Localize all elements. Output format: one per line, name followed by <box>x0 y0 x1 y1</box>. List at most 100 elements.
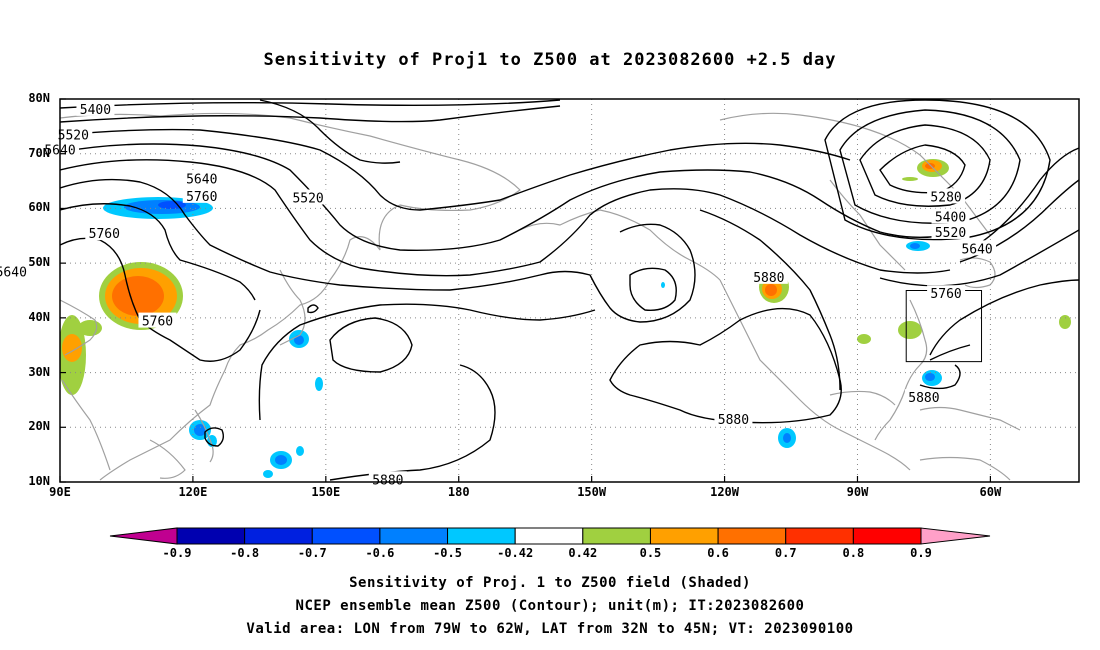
contour-label-bg <box>138 312 177 328</box>
lon-label: 120W <box>710 485 740 499</box>
contour-line <box>609 307 842 424</box>
contour-line <box>839 109 1021 224</box>
negative-sensitivity-blob <box>925 373 935 381</box>
contour-label: 5760 <box>142 315 173 330</box>
contour-label: 5760 <box>930 287 961 302</box>
colorbar-box <box>311 527 381 545</box>
sensitivity-shading <box>60 159 1071 478</box>
colorbar-label: 0.5 <box>639 546 662 560</box>
contour-label-bg <box>904 389 943 405</box>
contour-label: 5400 <box>80 103 111 118</box>
negative-sensitivity-blob <box>158 201 186 209</box>
colorbar-label: -0.5 <box>433 546 462 560</box>
contour-label: 5880 <box>718 413 749 428</box>
colorbar-box <box>379 527 449 545</box>
lon-label: 180 <box>447 485 470 499</box>
coastline-south-america <box>919 456 1011 481</box>
contour-label: 5880 <box>908 391 939 406</box>
axis-ticks <box>59 98 991 483</box>
contour-line <box>859 124 991 207</box>
negative-sensitivity-blob <box>294 335 304 345</box>
contour-line <box>929 279 1079 356</box>
coastline-alaska <box>519 209 721 281</box>
colorbar-label: 0.9 <box>910 546 932 560</box>
contour-label-bg <box>289 189 328 205</box>
lat-label: 30N <box>28 364 50 379</box>
positive-sensitivity-blob <box>902 177 918 181</box>
colorbar-box <box>717 527 787 545</box>
colorbar-box <box>244 527 313 545</box>
contour-label: 5760 <box>186 190 217 205</box>
coastline-newfoundland <box>959 257 996 289</box>
coastline-asia <box>60 112 521 481</box>
lat-label: 60N <box>28 200 50 215</box>
lon-label: 150W <box>577 485 607 499</box>
positive-sensitivity-blob <box>112 276 164 316</box>
colorbar-label: 0.42 <box>568 546 598 560</box>
z500-contours <box>60 99 1079 481</box>
contour-label-bg <box>749 268 788 284</box>
contour-line <box>259 99 401 164</box>
colorbar-box <box>514 527 584 545</box>
negative-sensitivity-blob <box>275 455 287 465</box>
map-frame <box>59 98 1080 483</box>
colorbar-box <box>649 527 719 545</box>
contour-label-bg <box>182 187 221 203</box>
colorbar-box <box>582 527 651 545</box>
contour-line <box>60 143 941 251</box>
coastline-north-america-east <box>874 299 928 441</box>
footer-line-3: Valid area: LON from 79W to 62W, LAT fro… <box>246 621 854 637</box>
lon-label: 90W <box>846 485 869 499</box>
contour-label-bg <box>714 411 753 427</box>
coastlines <box>60 112 1021 481</box>
contour-label: 5280 <box>930 190 961 205</box>
contour-label-bg <box>54 126 93 142</box>
contour-line <box>879 144 966 194</box>
negative-sensitivity-blob <box>661 282 665 288</box>
lat-label: 40N <box>28 309 50 324</box>
contour-label: 5400 <box>935 211 966 226</box>
lat-label: 80N <box>28 91 50 105</box>
negative-sensitivity-blob <box>783 433 791 443</box>
contour-label-bg <box>85 225 124 241</box>
contour-line <box>919 364 961 390</box>
coastline-north-america-west <box>719 279 911 471</box>
contour-labels: 5400552056405760576055205640576052805400… <box>0 100 997 488</box>
lon-label: 60W <box>979 485 1002 499</box>
colorbar-label: -0.42 <box>497 546 534 560</box>
contour-label: 5640 <box>961 242 992 257</box>
contour-label-bg <box>958 240 997 256</box>
positive-sensitivity-blob <box>78 320 102 336</box>
contour-label-bg <box>927 285 966 301</box>
contour-label: 5880 <box>753 271 784 286</box>
colorbar-max-triangle <box>920 527 991 545</box>
chart-title: Sensitivity of Proj1 to Z500 at 20230826… <box>263 50 837 70</box>
contour-line <box>629 267 677 311</box>
contour-label: 5880 <box>372 473 403 488</box>
contour-label-bg <box>927 188 966 204</box>
contour-label-bg <box>76 100 115 116</box>
contour-line <box>929 344 971 361</box>
colorbar-box <box>176 527 246 545</box>
contour-line <box>60 203 256 301</box>
colorbar-label: -0.7 <box>297 546 327 560</box>
colorbar-min-triangle <box>109 527 178 545</box>
contour-label: 5640 <box>0 265 27 280</box>
colorbar-box <box>852 527 922 545</box>
colorbar <box>109 527 991 545</box>
contour-line <box>258 303 596 421</box>
coastline-caribbean <box>919 406 1021 431</box>
contour-label-bg <box>931 223 970 239</box>
coastline-asia-south <box>61 379 111 471</box>
colorbar-label: 0.8 <box>842 546 865 560</box>
contour-label: 5640 <box>186 172 217 187</box>
contour-line <box>329 364 496 481</box>
negative-sensitivity-blob <box>296 446 304 456</box>
contour-line <box>60 159 951 277</box>
lon-label: 90E <box>49 485 71 499</box>
contour-line <box>329 317 413 373</box>
lon-label: 150E <box>311 485 341 499</box>
negative-sensitivity-blob <box>263 470 273 478</box>
coastline-asia-inner <box>60 299 98 356</box>
